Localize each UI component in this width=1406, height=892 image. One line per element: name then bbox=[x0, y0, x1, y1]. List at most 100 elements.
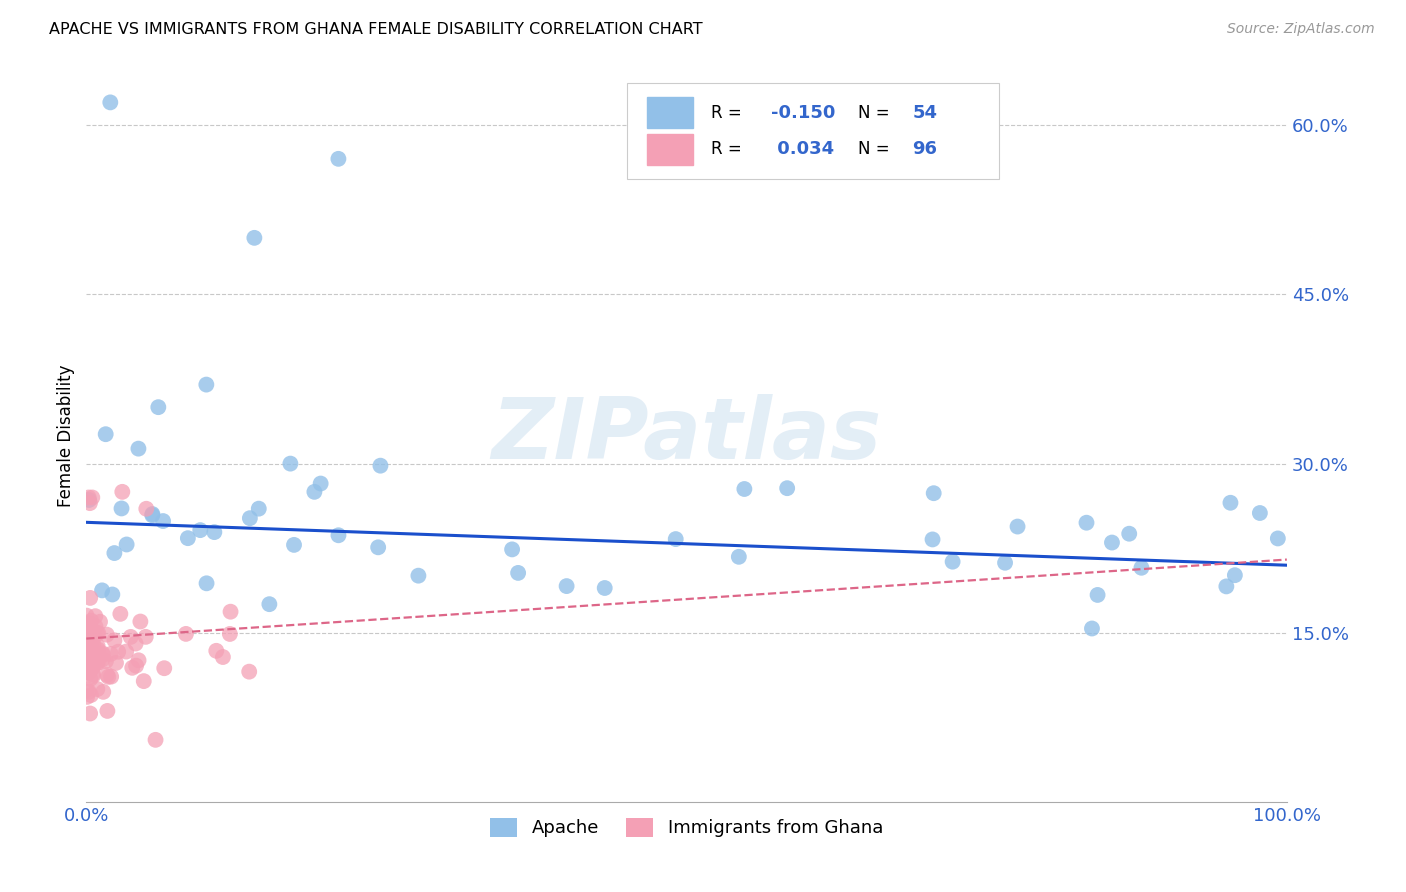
Point bbox=[77, 641, 100, 656]
Point bbox=[501, 542, 523, 557]
Point bbox=[994, 556, 1017, 570]
Point bbox=[77, 642, 100, 657]
Point bbox=[110, 607, 132, 621]
Point bbox=[212, 650, 235, 665]
Point bbox=[82, 639, 104, 653]
Point bbox=[370, 458, 392, 473]
Point bbox=[86, 626, 108, 640]
Point bbox=[76, 625, 98, 640]
Point bbox=[1118, 526, 1140, 541]
Legend: Apache, Immigrants from Ghana: Apache, Immigrants from Ghana bbox=[482, 811, 890, 845]
Point bbox=[103, 633, 125, 648]
Point bbox=[174, 627, 197, 641]
Point bbox=[80, 638, 103, 652]
Point bbox=[79, 642, 101, 657]
Point bbox=[304, 484, 326, 499]
Point bbox=[555, 579, 578, 593]
FancyBboxPatch shape bbox=[627, 83, 998, 178]
Text: N =: N = bbox=[858, 140, 896, 158]
Point bbox=[79, 632, 101, 647]
Point bbox=[121, 661, 143, 675]
Point bbox=[135, 630, 157, 644]
Point bbox=[128, 653, 150, 667]
Point bbox=[79, 653, 101, 667]
Point bbox=[82, 669, 104, 683]
Point bbox=[96, 627, 118, 641]
Point bbox=[94, 427, 117, 442]
Point bbox=[177, 531, 200, 545]
Point bbox=[82, 667, 104, 681]
Point bbox=[77, 653, 100, 667]
Point bbox=[80, 624, 103, 639]
Point bbox=[94, 654, 117, 668]
Point bbox=[87, 642, 110, 657]
Point bbox=[91, 685, 114, 699]
Point bbox=[82, 491, 104, 505]
Point bbox=[101, 587, 124, 601]
Point bbox=[593, 581, 616, 595]
Point bbox=[84, 619, 107, 633]
Point bbox=[96, 704, 118, 718]
Point bbox=[76, 650, 98, 665]
Point bbox=[75, 660, 97, 674]
Point bbox=[76, 660, 98, 674]
Point bbox=[80, 649, 103, 664]
Point bbox=[79, 637, 101, 651]
Text: R =: R = bbox=[710, 103, 747, 121]
Point bbox=[86, 650, 108, 665]
Point bbox=[77, 493, 100, 508]
Point bbox=[218, 627, 240, 641]
Point bbox=[202, 525, 225, 540]
Point bbox=[79, 672, 101, 686]
Point bbox=[1076, 516, 1098, 530]
Point bbox=[205, 644, 228, 658]
Point bbox=[80, 688, 103, 702]
Text: Source: ZipAtlas.com: Source: ZipAtlas.com bbox=[1227, 22, 1375, 37]
Point bbox=[97, 670, 120, 684]
Point bbox=[76, 665, 98, 679]
Point bbox=[152, 514, 174, 528]
Point bbox=[91, 652, 114, 666]
Point bbox=[111, 484, 134, 499]
Point bbox=[86, 682, 108, 697]
Point bbox=[91, 648, 114, 662]
Text: 96: 96 bbox=[912, 140, 938, 158]
Point bbox=[86, 639, 108, 653]
Point bbox=[104, 656, 127, 670]
Point bbox=[79, 591, 101, 605]
Point bbox=[328, 152, 350, 166]
Point bbox=[77, 665, 100, 680]
Y-axis label: Female Disability: Female Disability bbox=[58, 364, 75, 507]
Point bbox=[91, 647, 114, 661]
Bar bbox=[647, 97, 693, 128]
Point bbox=[1081, 622, 1104, 636]
Point bbox=[508, 566, 530, 580]
Point bbox=[120, 630, 142, 644]
Point bbox=[77, 616, 100, 631]
Point bbox=[922, 486, 945, 500]
Point bbox=[91, 583, 114, 598]
Point bbox=[80, 614, 103, 628]
Point bbox=[188, 523, 211, 537]
Point bbox=[195, 576, 218, 591]
Text: 54: 54 bbox=[912, 103, 938, 121]
Point bbox=[77, 646, 100, 660]
Point bbox=[87, 656, 110, 670]
Point bbox=[80, 660, 103, 674]
Point bbox=[125, 658, 148, 673]
Point bbox=[148, 400, 170, 414]
Point bbox=[247, 501, 270, 516]
Point bbox=[219, 605, 242, 619]
Point bbox=[328, 528, 350, 542]
Point bbox=[727, 549, 749, 564]
Point bbox=[103, 546, 125, 560]
Point bbox=[1249, 506, 1271, 520]
Point bbox=[79, 663, 101, 677]
Text: 0.034: 0.034 bbox=[770, 140, 834, 158]
Point bbox=[243, 231, 266, 245]
Point bbox=[107, 645, 129, 659]
Point bbox=[80, 648, 103, 662]
Text: ZIPatlas: ZIPatlas bbox=[492, 394, 882, 477]
Point bbox=[1219, 496, 1241, 510]
Point bbox=[75, 634, 97, 648]
